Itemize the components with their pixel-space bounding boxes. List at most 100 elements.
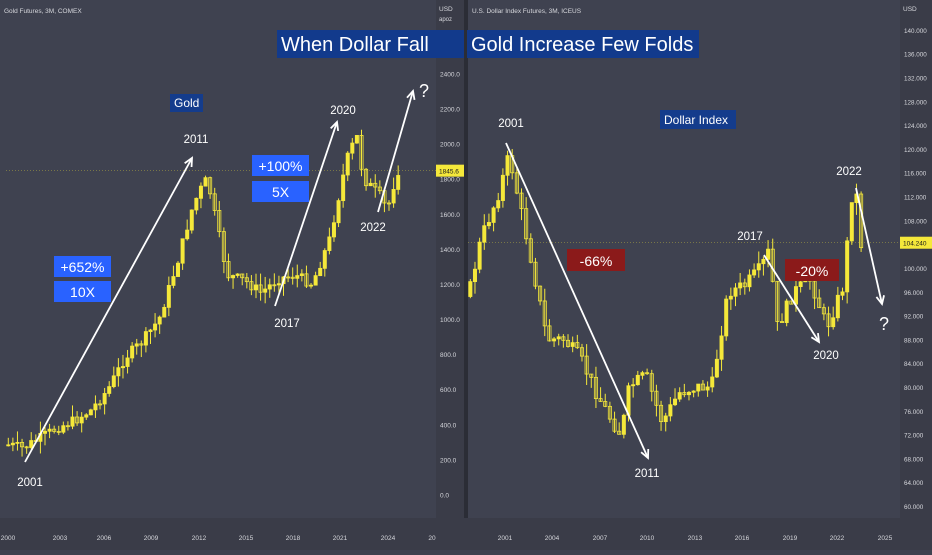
callout-text: 10X — [70, 284, 96, 300]
y-tick-label: 64.000 — [904, 480, 924, 487]
candle-body — [761, 258, 766, 265]
arrow-shaft — [763, 254, 820, 343]
banner-left-box — [277, 30, 464, 58]
candle-body — [10, 442, 15, 446]
gold-badge-text: Gold — [174, 96, 199, 110]
x-tick-label: 2013 — [688, 535, 703, 542]
x-tick-label: 2025 — [878, 535, 893, 542]
candle-body — [249, 281, 254, 291]
candle-body — [649, 373, 654, 392]
candle-body — [235, 273, 240, 276]
candle-body — [295, 275, 300, 279]
dollar-index-pane: 60.000 64.000 68.000 72.000 76.000 80.000 84.0… — [468, 0, 932, 542]
dollar-badge-text: Dollar Index — [664, 113, 728, 127]
candle-body — [6, 444, 11, 447]
chart-header: Gold Futures, 3M, COMEX — [4, 8, 82, 15]
candle-body — [134, 343, 139, 347]
candle-body — [212, 193, 217, 211]
candle-body — [849, 202, 854, 242]
candle-body — [705, 386, 710, 391]
candle-body — [640, 372, 645, 376]
candle-body — [359, 135, 364, 170]
candle-body — [88, 409, 93, 416]
y-tick-label: 1200.0 — [440, 282, 460, 289]
y-tick-labels: 60.000 64.000 68.000 72.000 76.000 80.000 84.0… — [904, 28, 927, 511]
candle-body — [733, 287, 738, 297]
annotation-label: 2022 — [836, 166, 862, 178]
gold-badge — [170, 94, 203, 112]
candle-body — [775, 280, 780, 322]
banner-right-box — [467, 30, 699, 58]
currency-label: USD — [439, 6, 453, 13]
arrow-shaft — [505, 142, 649, 459]
candle-body — [835, 294, 840, 319]
candle-body — [840, 291, 845, 296]
candle-body — [318, 267, 323, 277]
y-tick-label: 136.000 — [904, 52, 927, 59]
annotation-label: 2011 — [184, 134, 209, 146]
candle-body — [120, 366, 125, 369]
candle-body — [189, 209, 194, 231]
candle-body — [542, 300, 547, 327]
candle-body — [107, 386, 112, 394]
callout-text: -20% — [796, 263, 829, 279]
price-tag-value: 104.240 — [903, 241, 927, 248]
candle-body — [482, 225, 487, 243]
candle-body — [322, 250, 327, 269]
candle-body — [668, 404, 673, 417]
y-tick-label: 2200.0 — [440, 106, 460, 113]
candle-body — [364, 168, 369, 187]
candle-body — [659, 404, 664, 423]
x-tick-labels: 2001 2004 2007 2010 2013 2016 2019 2022 2025 — [498, 535, 893, 542]
candle-body — [505, 155, 510, 176]
candle-body — [198, 185, 203, 199]
candle-body — [116, 367, 121, 377]
annotation-label: 2017 — [737, 231, 763, 243]
candle-body — [845, 240, 850, 293]
y-tick-label: 96.000 — [904, 290, 924, 297]
candle-body — [710, 376, 715, 388]
arrow-2017-2020 — [274, 120, 340, 307]
callout-text: +100% — [259, 158, 303, 174]
arrow-head — [875, 295, 885, 307]
callout-text: +652% — [61, 259, 105, 275]
arrow-dxy-2022-future — [855, 187, 885, 307]
candle-body — [162, 306, 167, 318]
y-tick-label: 132.000 — [904, 75, 927, 82]
candle-body — [47, 428, 52, 432]
candle-body — [304, 273, 309, 287]
annotation-label: 2020 — [330, 105, 356, 117]
candle-body — [226, 261, 231, 279]
unit-label: apoz — [439, 17, 452, 23]
callout-box — [785, 259, 839, 281]
x-tick-label: 2003 — [53, 535, 68, 542]
candle-body — [575, 342, 580, 349]
candle-body — [299, 273, 304, 276]
candle-body — [528, 238, 533, 263]
arrow-shaft — [855, 187, 883, 305]
candle-body — [331, 222, 336, 238]
candle-body — [686, 391, 691, 396]
candle-body — [747, 274, 752, 288]
candle-body — [547, 325, 552, 342]
arrow-head — [330, 120, 340, 132]
arrow-shaft — [24, 157, 193, 463]
candle-body — [519, 192, 524, 210]
candle-body — [387, 202, 392, 205]
price-axis — [900, 0, 932, 518]
currency-label: USD — [903, 6, 917, 13]
candle-body — [584, 355, 589, 375]
y-tick-labels: 0.0 200.0 400.0 600.0 800.0 1000.0 1200.0 1400.… — [440, 36, 460, 499]
candle-body — [552, 338, 557, 342]
x-tick-label: 2004 — [545, 535, 560, 542]
candle-body — [354, 135, 359, 144]
candle-body — [491, 207, 496, 223]
x-tick-labels: 2000 2003 2006 2009 2012 2015 2018 2021 2024 20 — [1, 535, 436, 542]
candle-body — [635, 374, 640, 386]
candle-body — [784, 300, 789, 323]
candle-body — [153, 323, 158, 331]
candle-body — [125, 357, 130, 367]
candle-body — [789, 300, 794, 305]
